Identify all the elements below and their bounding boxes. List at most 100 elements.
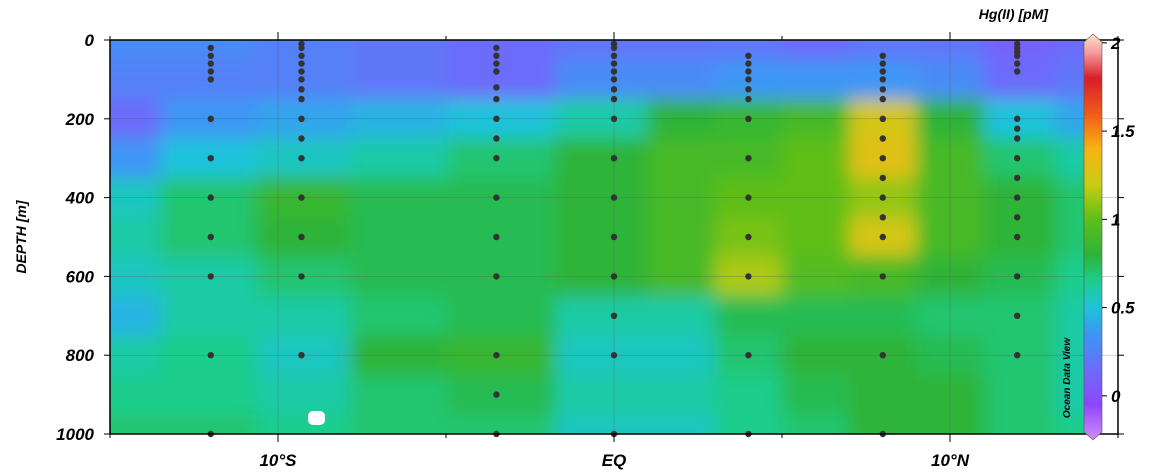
plot-area xyxy=(109,39,1119,438)
field-cell xyxy=(350,217,449,258)
sample-point xyxy=(745,273,752,280)
field-cell xyxy=(350,99,449,140)
field-cell xyxy=(110,138,162,179)
field-cell xyxy=(555,99,649,140)
field-cell xyxy=(447,296,557,337)
sample-point xyxy=(1014,194,1021,201)
field-cell xyxy=(555,40,649,61)
field-cell xyxy=(849,414,918,434)
field-cell xyxy=(555,217,649,258)
sample-point xyxy=(610,44,618,52)
sample-point xyxy=(493,273,500,280)
colorbar-title: Hg(II) [pM] xyxy=(979,6,1050,22)
sample-point xyxy=(298,44,305,52)
colorbar-tick-label: 0 xyxy=(1111,387,1121,406)
field-cell xyxy=(782,217,851,258)
sample-point xyxy=(298,86,305,93)
field-cell xyxy=(647,414,716,434)
field-cell xyxy=(782,99,851,140)
field-cell xyxy=(447,256,557,298)
sample-point xyxy=(745,194,752,201)
colorbar-tick-label: 1.5 xyxy=(1111,122,1135,141)
field-cell xyxy=(849,40,918,61)
sample-point xyxy=(207,155,214,162)
field-cell xyxy=(916,335,985,376)
field-cell xyxy=(647,296,716,337)
field-cell xyxy=(647,40,716,61)
field-cell xyxy=(983,59,1057,101)
sample-point xyxy=(493,68,500,75)
field-cell xyxy=(916,177,985,219)
sample-point xyxy=(493,194,500,201)
colorbar-tick-label: 0.5 xyxy=(1111,299,1135,318)
missing-data-gap xyxy=(308,411,325,425)
sample-point xyxy=(610,312,618,319)
field-cell xyxy=(447,414,557,434)
field-cell xyxy=(256,40,352,61)
sample-point xyxy=(879,233,886,241)
field-cell xyxy=(447,335,557,376)
sample-point xyxy=(298,194,305,201)
sample-point xyxy=(879,135,886,142)
field-cell xyxy=(350,296,449,337)
sample-point xyxy=(207,52,214,59)
sample-point xyxy=(745,60,752,67)
field-cell xyxy=(447,99,557,140)
sample-point xyxy=(493,233,500,241)
sample-point xyxy=(207,115,214,123)
field-cell xyxy=(647,59,716,101)
sample-point xyxy=(493,155,500,162)
sample-point xyxy=(207,68,214,75)
field-cell xyxy=(555,59,649,101)
y-tick-label: 1000 xyxy=(56,425,94,444)
sample-point xyxy=(610,233,618,241)
field-cell xyxy=(782,374,851,416)
sample-point xyxy=(493,95,500,103)
field-cell xyxy=(714,40,783,61)
sample-point xyxy=(879,273,886,280)
sample-point xyxy=(1014,68,1021,75)
sample-point xyxy=(879,352,886,359)
sample-point xyxy=(879,95,886,103)
y-tick-label: 200 xyxy=(65,110,95,129)
field-cell xyxy=(160,296,258,337)
sample-point xyxy=(298,76,305,83)
field-cell xyxy=(447,217,557,258)
field-cell xyxy=(256,374,352,416)
sample-point xyxy=(610,68,618,75)
field-cell xyxy=(110,99,162,140)
field-cell xyxy=(916,374,985,416)
sample-point xyxy=(207,60,214,67)
field-cell xyxy=(647,374,716,416)
sample-stations xyxy=(207,40,1021,438)
field-cell xyxy=(350,138,449,179)
sample-point xyxy=(298,155,305,162)
sample-point xyxy=(879,115,886,123)
sample-point xyxy=(1014,233,1021,241)
sample-point xyxy=(745,86,752,93)
field-cell xyxy=(110,59,162,101)
colorbar-ticks: 0 0.5 1 1.5 2 xyxy=(1102,34,1135,406)
colorbar-tick-label: 1 xyxy=(1111,210,1120,229)
sample-point xyxy=(745,155,752,162)
field-cell xyxy=(714,296,783,337)
field-cell xyxy=(256,296,352,337)
sample-point xyxy=(1014,312,1021,319)
sample-point xyxy=(610,155,618,162)
sample-point xyxy=(745,95,752,103)
sample-point xyxy=(1014,273,1021,280)
field-cell xyxy=(447,138,557,179)
sample-point xyxy=(610,76,618,83)
field-cell xyxy=(983,414,1057,434)
field-cell xyxy=(916,217,985,258)
field-cell xyxy=(160,374,258,416)
sample-point xyxy=(745,68,752,75)
field-cell xyxy=(447,59,557,101)
colorbar-tick-label: 2 xyxy=(1110,34,1121,53)
sample-point xyxy=(298,95,305,103)
sample-point xyxy=(298,352,305,359)
field-cell xyxy=(350,414,449,434)
sample-point xyxy=(610,95,618,103)
sample-point xyxy=(610,273,618,280)
